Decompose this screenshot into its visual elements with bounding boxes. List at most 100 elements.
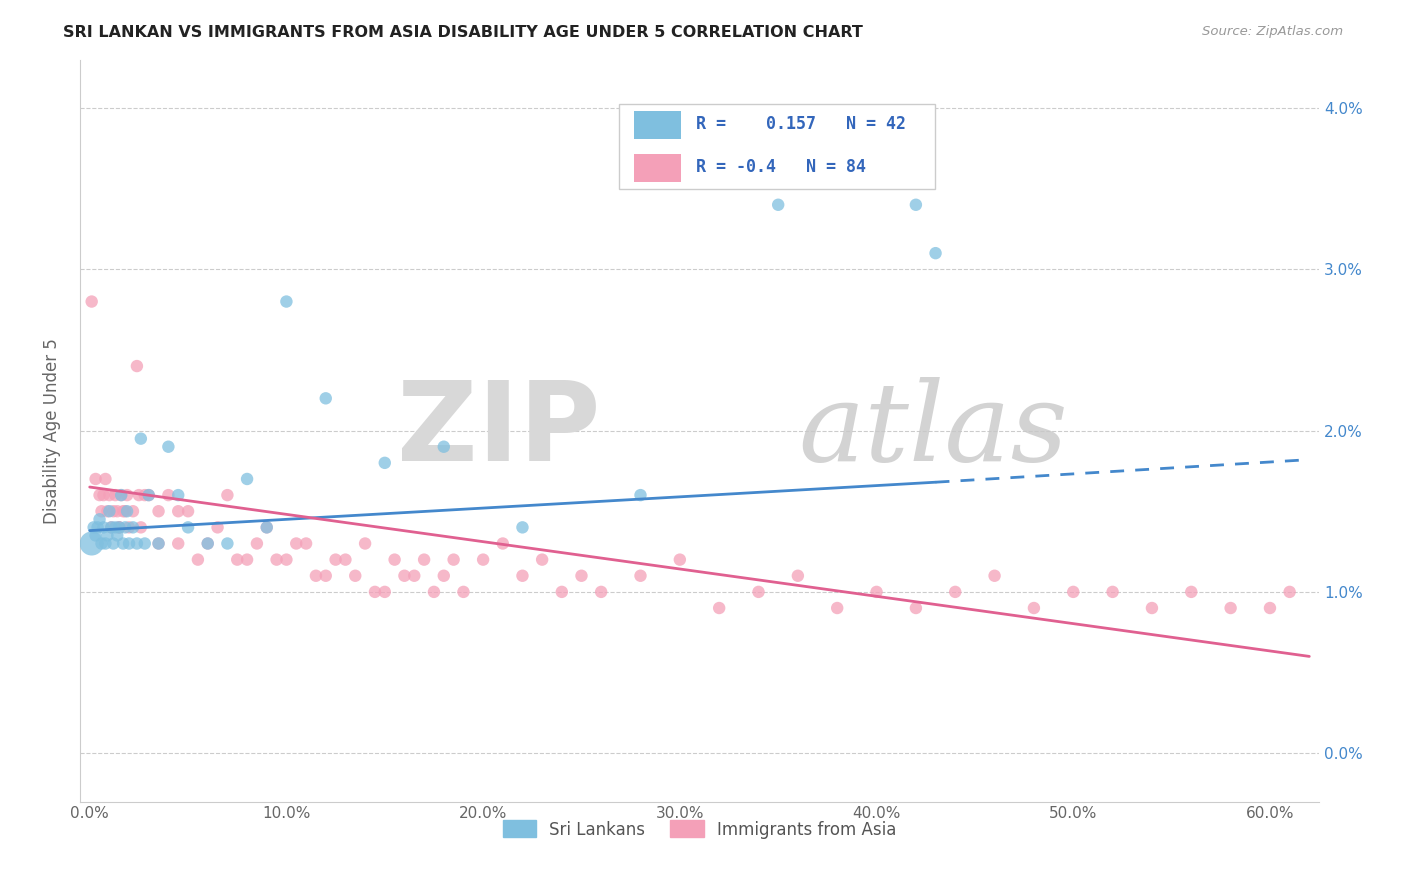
- Text: Source: ZipAtlas.com: Source: ZipAtlas.com: [1202, 25, 1343, 38]
- Point: [98, 488, 121, 502]
- Point: [443, 552, 465, 566]
- Point: [315, 568, 337, 582]
- Point: [105, 528, 128, 542]
- Point: [138, 488, 160, 502]
- Point: [112, 536, 135, 550]
- Point: [943, 585, 966, 599]
- Point: [100, 520, 122, 534]
- Point: [394, 568, 416, 582]
- Point: [1219, 601, 1241, 615]
- Point: [89, 488, 111, 502]
- Point: [1140, 601, 1163, 615]
- Point: [276, 552, 298, 566]
- Point: [94, 536, 117, 550]
- Point: [98, 504, 121, 518]
- Point: [80, 294, 103, 309]
- Point: [148, 536, 170, 550]
- Point: [108, 520, 131, 534]
- Point: [904, 198, 927, 212]
- Point: [374, 585, 396, 599]
- Point: [285, 536, 308, 550]
- Point: [266, 552, 288, 566]
- Point: [108, 520, 131, 534]
- Point: [472, 552, 495, 566]
- Point: [335, 552, 357, 566]
- Point: [256, 520, 278, 534]
- Point: [276, 294, 298, 309]
- Point: [433, 440, 456, 454]
- Point: [384, 552, 406, 566]
- Text: R = -0.4   N = 84: R = -0.4 N = 84: [696, 158, 866, 176]
- Point: [112, 504, 135, 518]
- Point: [93, 488, 115, 502]
- Point: [236, 552, 259, 566]
- Point: [551, 585, 574, 599]
- Point: [122, 520, 145, 534]
- Point: [118, 536, 141, 550]
- Point: [983, 568, 1005, 582]
- Point: [177, 520, 200, 534]
- Point: [256, 520, 278, 534]
- Point: [100, 520, 122, 534]
- Point: [315, 392, 337, 406]
- Point: [1258, 601, 1281, 615]
- Point: [492, 536, 515, 550]
- Point: [1062, 585, 1084, 599]
- Point: [110, 488, 132, 502]
- Point: [90, 504, 112, 518]
- Point: [354, 536, 377, 550]
- Point: [110, 488, 132, 502]
- Point: [747, 585, 769, 599]
- Point: [114, 504, 136, 518]
- Point: [325, 552, 347, 566]
- Point: [404, 568, 426, 582]
- Point: [226, 552, 249, 566]
- Point: [129, 432, 152, 446]
- FancyBboxPatch shape: [634, 111, 681, 139]
- Point: [1278, 585, 1301, 599]
- Point: [114, 520, 136, 534]
- Point: [630, 488, 652, 502]
- Point: [167, 536, 190, 550]
- Point: [305, 568, 328, 582]
- Point: [122, 504, 145, 518]
- Point: [1022, 601, 1045, 615]
- Text: SRI LANKAN VS IMMIGRANTS FROM ASIA DISABILITY AGE UNDER 5 CORRELATION CHART: SRI LANKAN VS IMMIGRANTS FROM ASIA DISAB…: [63, 25, 863, 40]
- Point: [591, 585, 613, 599]
- Point: [94, 472, 117, 486]
- Point: [125, 359, 148, 373]
- Point: [84, 528, 107, 542]
- Point: [157, 488, 180, 502]
- Point: [177, 504, 200, 518]
- Point: [128, 488, 150, 502]
- Point: [96, 504, 118, 518]
- Legend: Sri Lankans, Immigrants from Asia: Sri Lankans, Immigrants from Asia: [496, 814, 903, 846]
- FancyBboxPatch shape: [619, 104, 935, 189]
- Point: [167, 504, 190, 518]
- Point: [865, 585, 887, 599]
- FancyBboxPatch shape: [634, 153, 681, 182]
- Point: [236, 472, 259, 486]
- Point: [217, 536, 239, 550]
- Point: [148, 536, 170, 550]
- Y-axis label: Disability Age Under 5: Disability Age Under 5: [44, 338, 60, 524]
- Point: [134, 536, 156, 550]
- Point: [571, 568, 593, 582]
- Point: [108, 520, 131, 534]
- Point: [89, 512, 111, 526]
- Point: [453, 585, 475, 599]
- Point: [129, 520, 152, 534]
- Point: [167, 488, 190, 502]
- Point: [669, 552, 692, 566]
- Text: atlas: atlas: [799, 376, 1069, 484]
- Point: [83, 520, 105, 534]
- Point: [924, 246, 946, 260]
- Point: [104, 488, 127, 502]
- Point: [709, 601, 731, 615]
- Point: [413, 552, 436, 566]
- Point: [90, 536, 112, 550]
- Point: [295, 536, 318, 550]
- Point: [433, 568, 456, 582]
- Text: R =    0.157   N = 42: R = 0.157 N = 42: [696, 115, 905, 133]
- Point: [766, 198, 789, 212]
